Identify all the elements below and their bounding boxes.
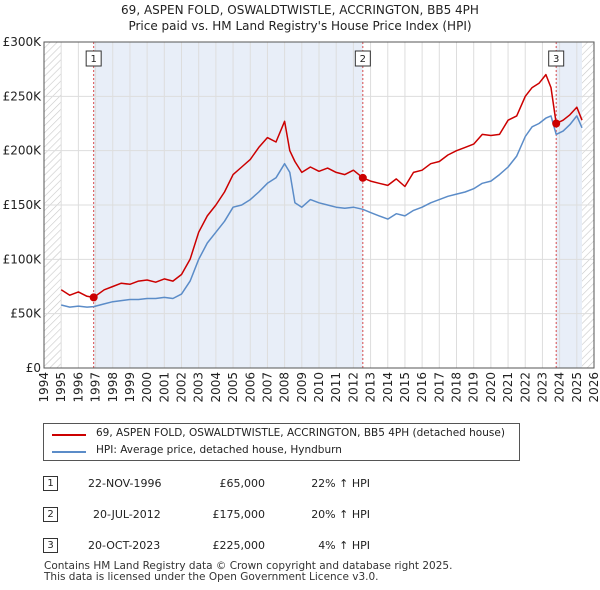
sale-label-box: [85, 50, 102, 67]
transaction-date: 20-JUL-2012: [93, 508, 161, 521]
chart-title-line2: Price paid vs. HM Land Registry's House …: [128, 19, 472, 33]
sale-label-text: 3: [553, 54, 559, 65]
y-tick-label: £100K: [3, 252, 43, 266]
legend-swatch-blue: [52, 451, 86, 453]
x-tick-label: 2019: [467, 372, 481, 403]
footer-licence: This data is licensed under the Open Gov…: [44, 571, 379, 583]
series-line-property: [60, 73, 583, 299]
x-tick-label: 2014: [381, 372, 395, 403]
plot-border: [43, 41, 595, 369]
sale-label-box: [354, 50, 371, 67]
x-tick-label: 2024: [553, 372, 567, 403]
transaction-row: 2 20-JUL-2012 £175,000 20% ↑ HPI: [0, 505, 600, 527]
transaction-row: 3 20-OCT-2023 £225,000 4% ↑ HPI: [0, 536, 600, 558]
legend-label-property: 69, ASPEN FOLD, OSWALDTWISTLE, ACCRINGTO…: [96, 427, 505, 439]
x-tick-label: 2015: [398, 372, 412, 403]
x-tick-label: 2004: [209, 372, 223, 403]
x-tick-label: 2003: [192, 372, 206, 403]
x-tick-label: 1995: [54, 372, 68, 403]
sale-label-text: 1: [90, 54, 96, 65]
transaction-date: 22-NOV-1996: [88, 477, 162, 490]
transaction-price: £65,000: [219, 477, 266, 490]
y-tick-label: £0: [26, 361, 41, 375]
x-tick-label: 2016: [415, 372, 429, 403]
transaction-hpi-diff: 22% ↑ HPI: [311, 477, 370, 490]
x-tick-label: 2011: [329, 372, 343, 403]
y-tick-label: £250K: [3, 89, 43, 103]
x-tick-label: 2005: [226, 372, 240, 403]
footer-copyright: Contains HM Land Registry data © Crown c…: [44, 560, 453, 572]
x-tick-label: 2020: [484, 372, 498, 403]
sale-label-box: [548, 50, 565, 67]
sale-point: [358, 173, 367, 182]
series-line-hpi: [61, 115, 583, 308]
x-tick-label: 2018: [450, 372, 464, 403]
transaction-date: 20-OCT-2023: [88, 539, 161, 552]
x-tick-label: 2017: [432, 372, 446, 403]
x-tick-label: 2002: [175, 372, 189, 403]
x-tick-label: 2000: [140, 372, 154, 403]
transaction-hpi-diff: 4% ↑ HPI: [318, 539, 370, 552]
x-tick-label: 2001: [157, 372, 171, 403]
x-tick-label: 2023: [535, 372, 549, 403]
x-tick-label: 2021: [501, 372, 515, 403]
x-tick-label: 2009: [295, 372, 309, 403]
legend-swatch-red: [52, 434, 86, 436]
legend-label-hpi: HPI: Average price, detached house, Hynd…: [96, 444, 342, 456]
sale-point: [89, 293, 98, 302]
x-tick-label: 2006: [243, 372, 257, 403]
x-tick-label: 1996: [71, 372, 85, 403]
x-tick-label: 1997: [89, 372, 103, 403]
transaction-hpi-diff: 20% ↑ HPI: [311, 508, 370, 521]
transaction-number: 3: [43, 538, 58, 553]
y-tick-label: £300K: [3, 35, 43, 49]
x-tick-label: 2013: [364, 372, 378, 403]
chart-title-line1: 69, ASPEN FOLD, OSWALDTWISTLE, ACCRINGTO…: [121, 3, 479, 17]
transaction-number: 1: [43, 476, 58, 491]
x-tick-label: 1994: [37, 372, 51, 403]
x-tick-label: 2022: [518, 372, 532, 403]
sale-label-text: 2: [360, 54, 366, 65]
y-tick-label: £50K: [10, 307, 42, 321]
x-tick-label: 2007: [260, 372, 274, 403]
x-tick-label: 2008: [278, 372, 292, 403]
transaction-row: 1 22-NOV-1996 £65,000 22% ↑ HPI: [0, 474, 600, 496]
x-tick-label: 2010: [312, 372, 326, 403]
x-tick-label: 2025: [570, 372, 584, 403]
sale-point: [552, 119, 561, 128]
transaction-number: 2: [43, 507, 58, 522]
y-tick-label: £150K: [3, 198, 43, 212]
chart-legend: 69, ASPEN FOLD, OSWALDTWISTLE, ACCRINGTO…: [43, 423, 520, 461]
x-tick-label: 2026: [587, 372, 600, 403]
x-tick-label: 2012: [346, 372, 360, 403]
transaction-price: £225,000: [212, 539, 266, 552]
x-tick-label: 1999: [123, 372, 137, 403]
x-tick-label: 1998: [106, 372, 120, 403]
y-tick-label: £200K: [3, 144, 43, 158]
transaction-price: £175,000: [212, 508, 266, 521]
